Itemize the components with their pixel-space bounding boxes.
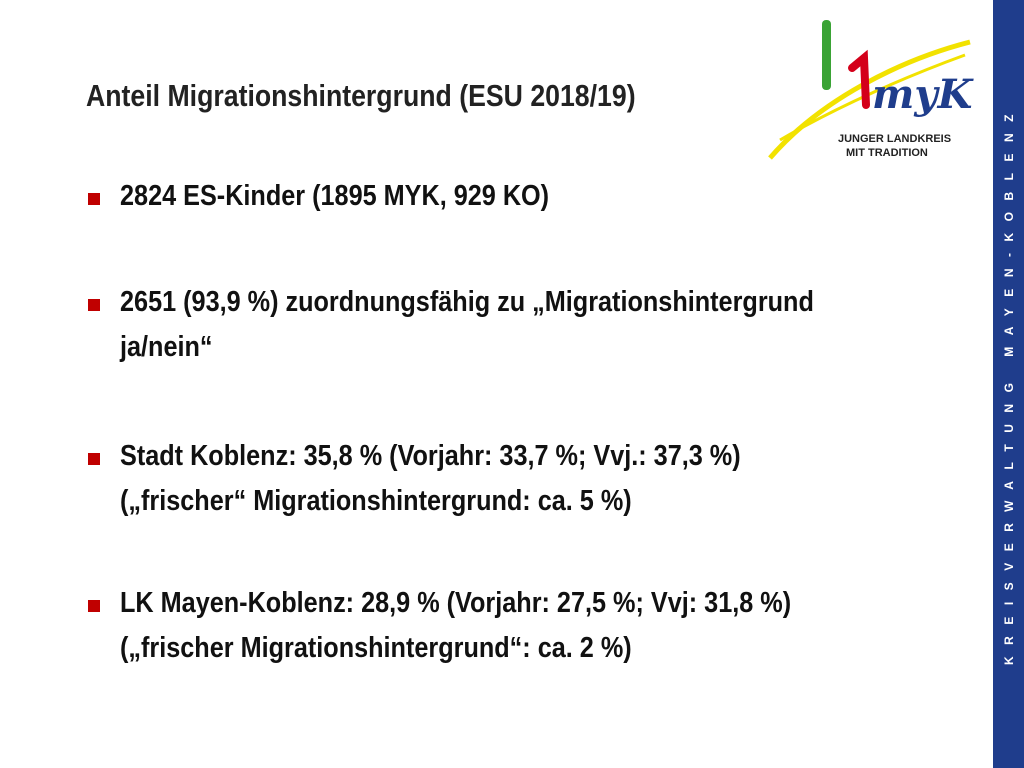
bullet-marker [88, 453, 100, 465]
bullet-text: ja/nein“ [120, 331, 213, 363]
bullet-marker [88, 299, 100, 311]
logo-swoosh [779, 53, 966, 142]
logo-text: JUNGER LANDKREIS [838, 133, 951, 145]
sidebar [993, 0, 1024, 768]
logo-text: MIT TRADITION [846, 147, 928, 159]
logo-mark: myK [872, 71, 975, 118]
logo-one [848, 49, 870, 109]
bullet-text: Stadt Koblenz: 35,8 % (Vorjahr: 33,7 %; … [120, 440, 741, 472]
sidebar-text: KREISVERWALTUNG MAYEN-KOBLENZ [1002, 103, 1016, 665]
bullet-text: („frischer“ Migrationshintergrund: ca. 5… [120, 485, 632, 517]
bullet-text: 2651 (93,9 %) zuordnungsfähig zu „Migrat… [120, 286, 814, 318]
bullet-marker [88, 600, 100, 612]
logo: myK JUNGER LANDKREIS MIT TRADITION [768, 20, 975, 160]
bullet-text: 2824 ES-Kinder (1895 MYK, 929 KO) [120, 180, 550, 212]
logo-stroke [822, 20, 831, 90]
slide-title: Anteil Migrationshintergrund (ESU 2018/1… [86, 78, 636, 113]
bullet-text: LK Mayen-Koblenz: 28,9 % (Vorjahr: 27,5 … [120, 587, 792, 619]
bullet-text: („frischer Migrationshintergrund“: ca. 2… [120, 632, 632, 664]
bullet-marker [88, 193, 100, 205]
